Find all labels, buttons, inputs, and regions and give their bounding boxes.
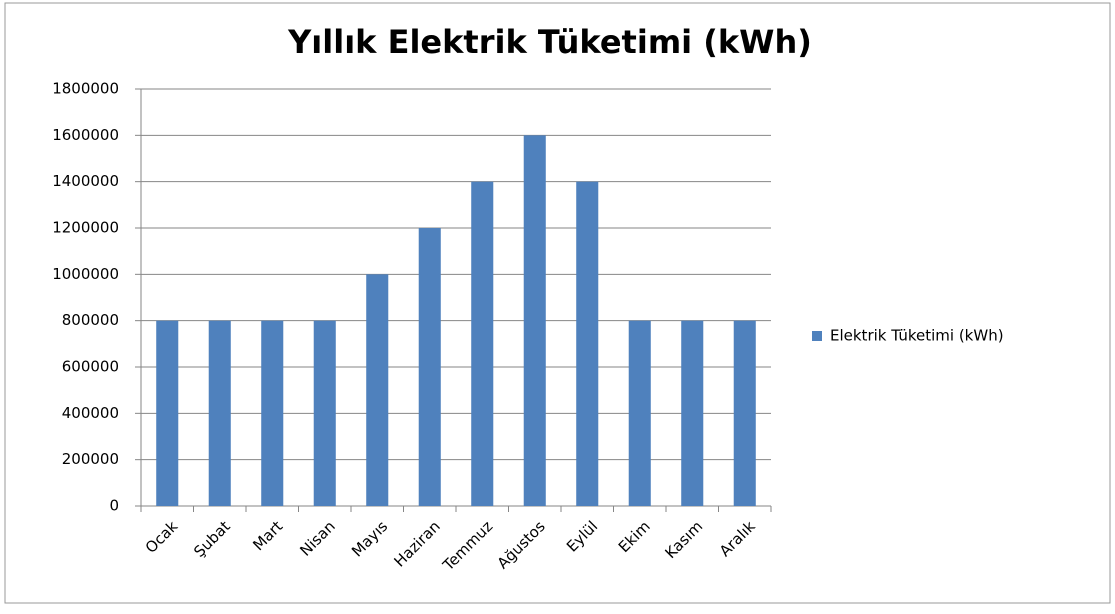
y-tick-label: 200000: [62, 450, 119, 468]
bar: [261, 320, 284, 506]
y-tick-label: 0: [109, 497, 119, 515]
bar: [156, 320, 179, 506]
bar: [733, 320, 756, 506]
bar: [681, 320, 704, 506]
bar: [576, 181, 599, 506]
y-tick-label: 800000: [62, 311, 119, 329]
y-tick-label: 1200000: [52, 219, 119, 237]
y-tick-label: 1400000: [52, 172, 119, 190]
y-tick-label: 400000: [62, 404, 119, 422]
legend-label: Elektrik Tüketimi (kWh): [830, 327, 1004, 345]
bar: [208, 320, 231, 506]
bar: [313, 320, 336, 506]
bar: [418, 228, 441, 506]
bar: [523, 135, 546, 507]
legend-swatch: [812, 331, 822, 341]
chart-title: Yıllık Elektrik Tüketimi (kWh): [287, 23, 812, 61]
chart-frame: [4, 2, 1111, 604]
bar: [628, 320, 651, 506]
bar: [471, 181, 494, 506]
bar: [366, 274, 389, 506]
y-tick-label: 1600000: [52, 126, 119, 144]
y-tick-label: 1000000: [52, 265, 119, 283]
y-tick-label: 600000: [62, 358, 119, 376]
y-tick-label: 1800000: [52, 80, 119, 98]
